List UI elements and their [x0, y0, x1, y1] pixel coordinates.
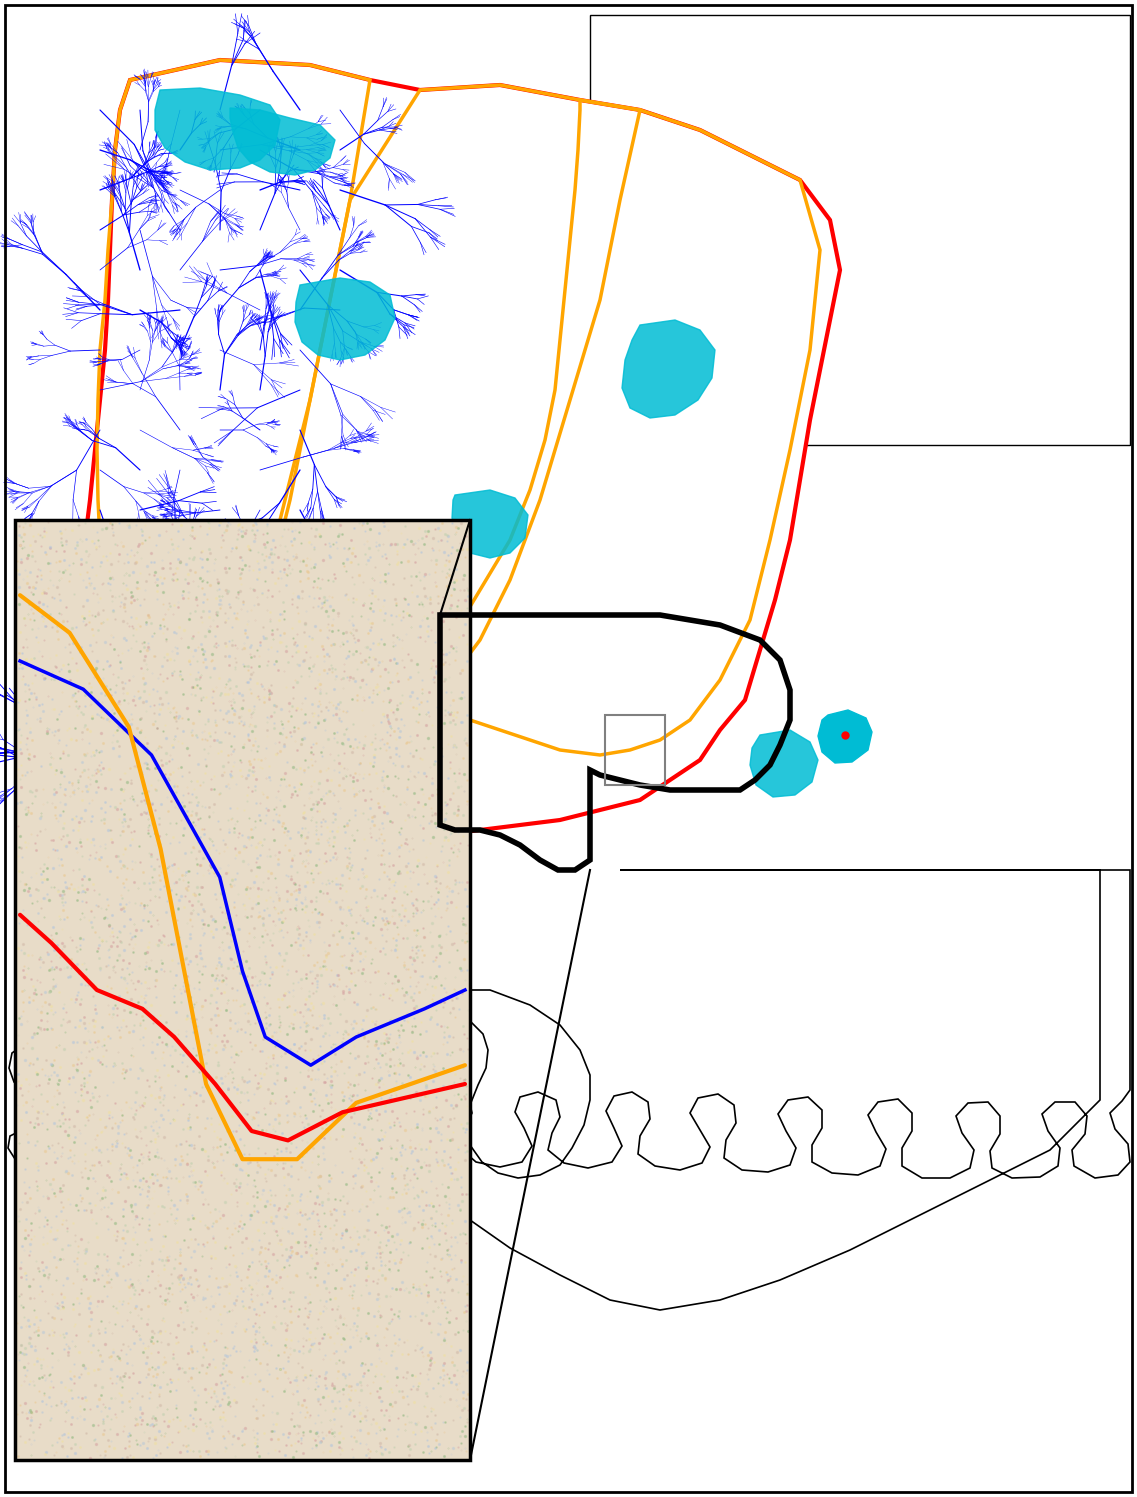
Polygon shape	[155, 88, 280, 171]
Polygon shape	[622, 320, 715, 418]
Polygon shape	[750, 731, 818, 796]
Ellipse shape	[208, 1060, 322, 1202]
Bar	[605, 716, 665, 784]
Bar	[15, 519, 470, 1460]
Polygon shape	[230, 108, 335, 175]
Polygon shape	[294, 278, 395, 359]
Ellipse shape	[151, 1253, 379, 1442]
Ellipse shape	[83, 1055, 265, 1338]
Ellipse shape	[72, 934, 140, 1046]
Ellipse shape	[60, 792, 197, 961]
Polygon shape	[818, 710, 872, 763]
Ellipse shape	[310, 642, 401, 737]
Polygon shape	[78, 60, 840, 876]
Bar	[15, 519, 470, 1460]
Polygon shape	[453, 490, 528, 558]
Polygon shape	[590, 15, 1130, 445]
Polygon shape	[8, 870, 1130, 1310]
Ellipse shape	[276, 732, 390, 873]
Ellipse shape	[163, 1136, 322, 1371]
